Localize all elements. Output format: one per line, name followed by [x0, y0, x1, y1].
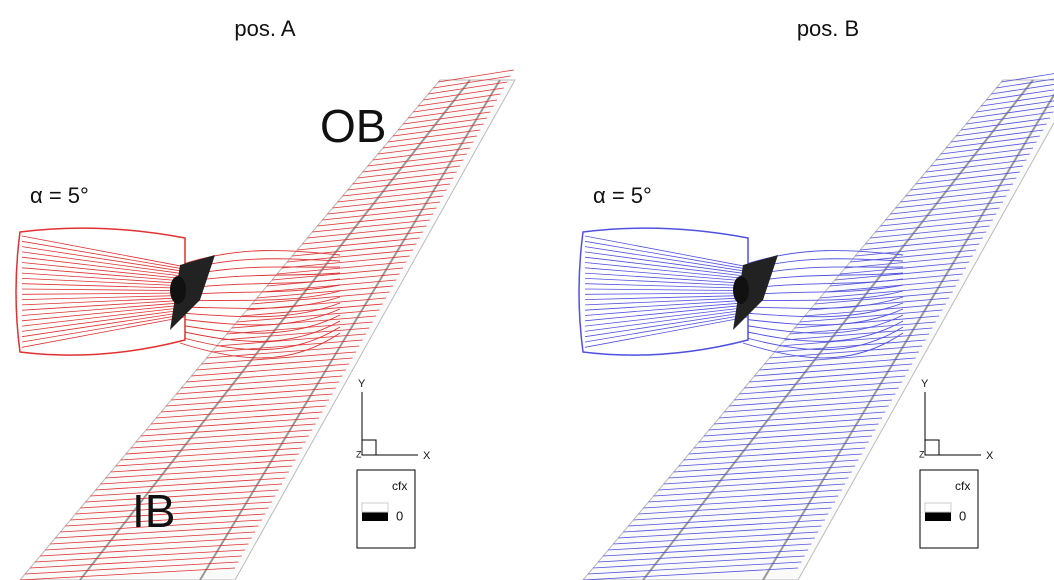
axis-label: Z	[919, 449, 925, 459]
axis-label: Y	[358, 378, 366, 390]
axis-label: Y	[921, 378, 929, 390]
panel-title: pos. B	[797, 16, 859, 41]
separation	[170, 276, 186, 304]
region-label: IB	[132, 485, 175, 537]
axis-label: Z	[356, 449, 362, 459]
angle-label: α = 5°	[593, 183, 652, 208]
legend-title: cfx	[955, 479, 970, 493]
legend-title: cfx	[392, 479, 407, 493]
legend-value: 0	[396, 508, 403, 523]
legend-swatch-light	[362, 503, 388, 512]
axis-box	[925, 440, 939, 455]
angle-label: α = 5°	[30, 183, 89, 208]
legend-value: 0	[959, 508, 966, 523]
figure: pos. A α = 5° OB IB Y X Zcfx 0 pos. B α = 5° Y X Zcf…	[0, 0, 1054, 580]
panel-title: pos. A	[234, 16, 295, 41]
nacelle	[579, 228, 748, 355]
axis-label: X	[423, 450, 431, 462]
legend-swatch	[362, 512, 388, 521]
legend-swatch-light	[925, 503, 951, 512]
axis-label: X	[986, 450, 994, 462]
separation	[733, 276, 749, 304]
surface-view	[16, 70, 515, 580]
legend-swatch	[925, 512, 951, 521]
axis-box	[362, 440, 376, 455]
nacelle	[16, 228, 185, 355]
region-label: OB	[320, 100, 386, 152]
surface-view	[579, 70, 1054, 580]
